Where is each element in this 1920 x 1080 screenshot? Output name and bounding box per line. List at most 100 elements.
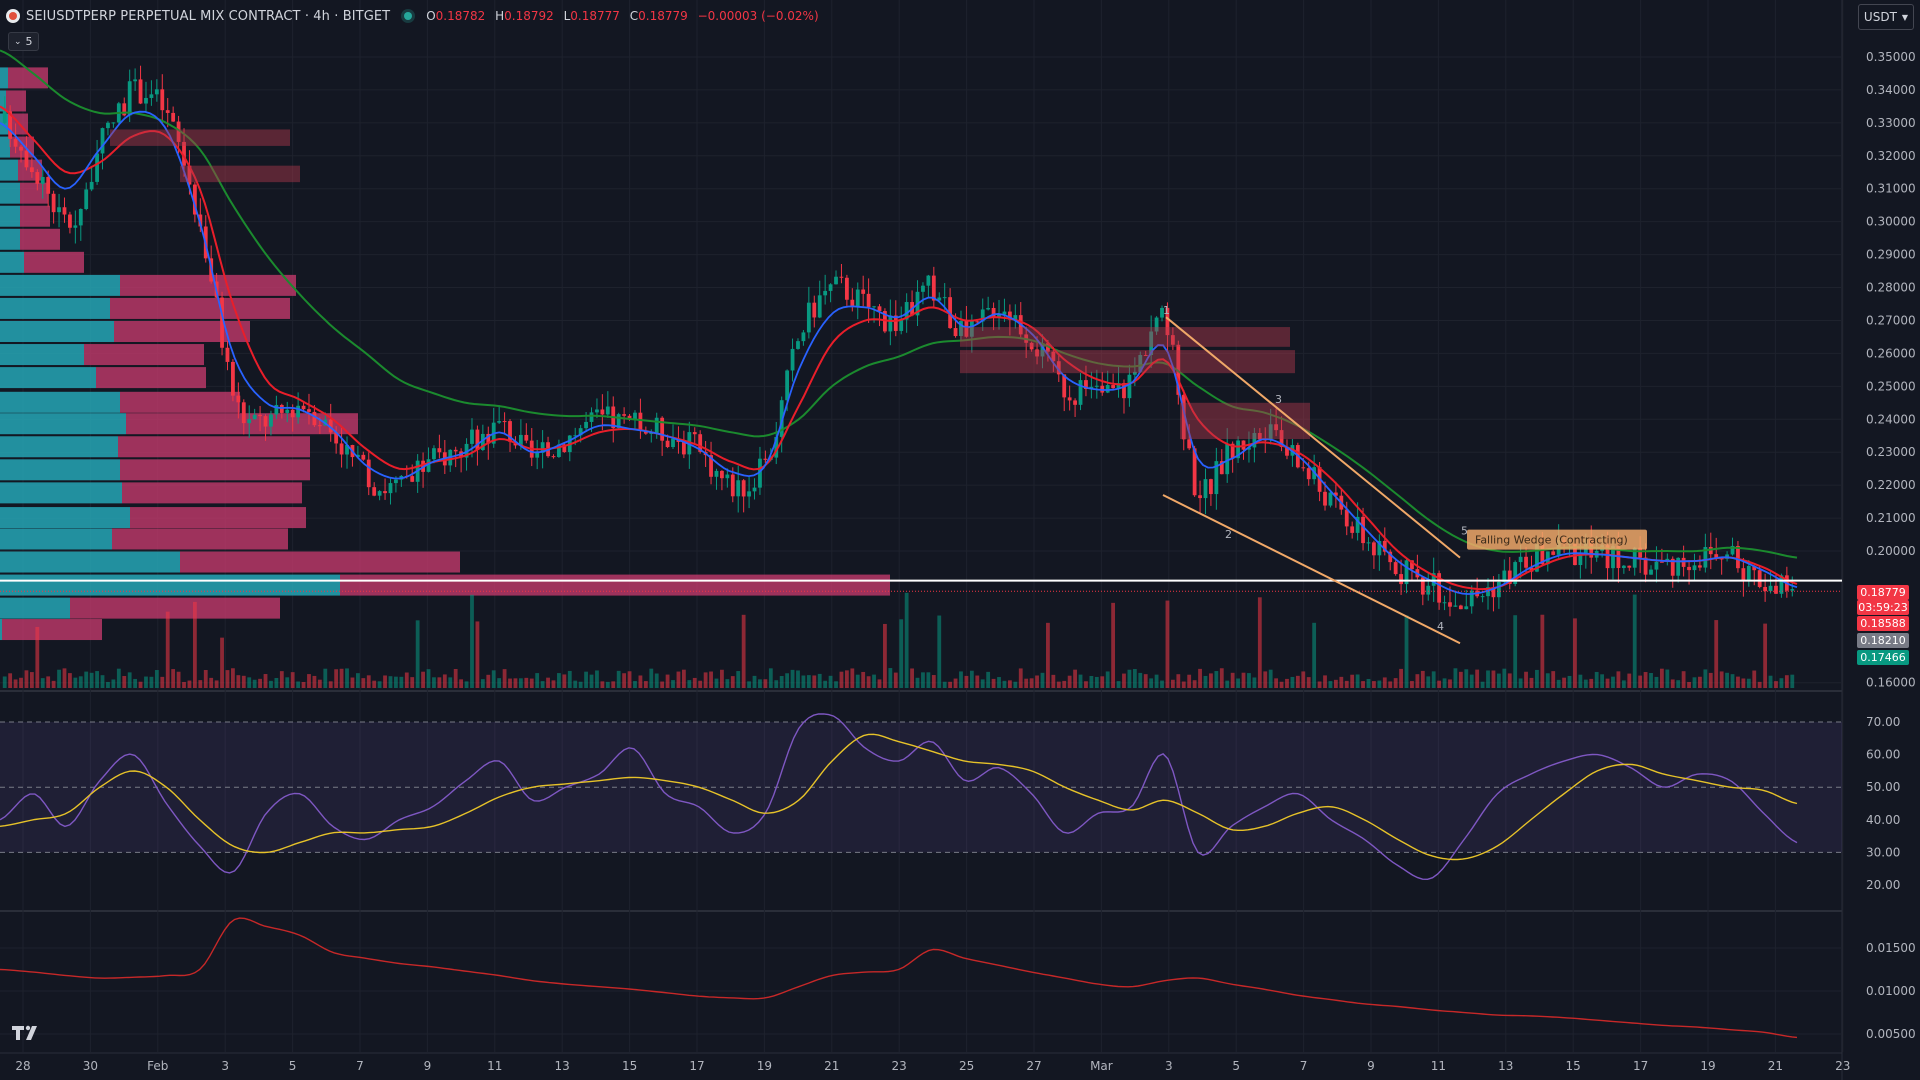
candle-body	[736, 480, 741, 497]
candle-body	[817, 295, 822, 318]
volume-bar	[1198, 668, 1202, 688]
price-tick-label: 0.24000	[1866, 412, 1916, 426]
volume-bar	[703, 672, 708, 688]
candle-body	[328, 419, 333, 433]
candle-body	[1225, 443, 1230, 475]
volume-bar	[421, 671, 425, 688]
candle-body	[1214, 461, 1219, 495]
volume-bar	[747, 681, 751, 688]
volume-bar	[546, 677, 550, 688]
candle-body	[1736, 545, 1740, 569]
candle-body	[1464, 606, 1469, 610]
candle-body	[1344, 509, 1349, 527]
volume-bar	[100, 675, 105, 688]
volume-bar	[714, 678, 719, 688]
candle-body	[573, 435, 578, 437]
volume-bar	[1540, 614, 1545, 688]
candle-body	[470, 429, 474, 444]
candle-body	[317, 425, 322, 427]
candle-body	[1491, 587, 1496, 598]
volume-bar	[763, 679, 768, 688]
currency-selector[interactable]: USDT ▼	[1858, 4, 1914, 30]
volume-bar	[1366, 678, 1371, 688]
volume-bar	[274, 678, 279, 688]
volume-bar	[415, 620, 420, 688]
volume-bar	[160, 676, 165, 688]
candle-body	[46, 176, 51, 194]
time-tick-label: 25	[959, 1059, 974, 1073]
candle-body	[1453, 605, 1458, 607]
volume-bar	[1556, 679, 1561, 688]
volume-profile-sell-bar	[20, 182, 48, 204]
volume-bar	[1784, 675, 1789, 688]
volume-bar	[910, 668, 914, 688]
volume-bar	[394, 676, 398, 688]
candle-body	[1741, 568, 1746, 582]
volume-bar	[1736, 676, 1740, 688]
volume-bar	[535, 673, 540, 688]
volume-bar	[1350, 674, 1355, 688]
volume-bar	[1323, 675, 1327, 688]
indicators-collapse-button[interactable]: ⌄ 5	[8, 32, 39, 51]
candle-body	[62, 207, 67, 215]
volume-bar	[790, 669, 795, 688]
rsi-tick-label: 70.00	[1866, 715, 1900, 729]
volume-bar	[366, 675, 371, 688]
volume-bar	[1589, 678, 1594, 688]
volume-bar	[231, 668, 235, 688]
candle-body	[1040, 343, 1045, 357]
candle-body	[437, 448, 442, 453]
candle-body	[557, 444, 561, 458]
volume-profile-sell-bar	[120, 274, 296, 296]
price-tick-label: 0.16000	[1866, 676, 1916, 690]
volume-bar	[524, 677, 529, 688]
candle-body	[133, 79, 138, 82]
symbol-title[interactable]: SEIUSDTPERP PERPETUAL MIX CONTRACT · 4h …	[26, 8, 391, 24]
volume-bar	[752, 675, 757, 688]
candle-body	[578, 428, 583, 436]
candle-body	[1779, 575, 1784, 594]
last-price-label: 0.18779	[1857, 585, 1909, 600]
time-tick-label: 23	[892, 1059, 907, 1073]
candle-body	[540, 442, 545, 453]
price-tick-label: 0.29000	[1866, 248, 1916, 262]
volume-profile-buy-bar	[0, 413, 126, 435]
volume-bar	[1382, 677, 1387, 688]
candle-body	[122, 103, 127, 116]
candle-body	[1257, 432, 1262, 440]
tradingview-logo-icon[interactable]	[10, 1022, 44, 1042]
volume-profile-buy-bar	[0, 113, 8, 135]
candle-body	[247, 419, 252, 424]
volume-bar	[969, 670, 974, 688]
rsi-ma-line	[0, 733, 1798, 861]
price-tick-label: 0.27000	[1866, 313, 1916, 327]
candle-body	[480, 433, 485, 450]
volume-bar	[122, 676, 127, 688]
price-tick-label: 0.22000	[1866, 478, 1916, 492]
volume-bar	[904, 592, 909, 688]
volume-profile-sell-bar	[122, 482, 302, 504]
candle-body	[361, 454, 366, 460]
candle-body	[1328, 492, 1333, 506]
candle-body	[269, 414, 273, 427]
time-tick-label: 7	[1300, 1059, 1308, 1073]
candle-body	[355, 454, 360, 458]
volume-bar	[975, 675, 980, 688]
volume-bar	[1486, 670, 1490, 688]
volume-bar	[633, 681, 637, 688]
volume-bar	[1453, 668, 1458, 688]
candle-body	[665, 440, 670, 448]
volume-bar	[779, 676, 784, 688]
ohlc-readout: O0.18782 H0.18792 L0.18777 C0.18779 −0.0…	[426, 9, 824, 23]
candle-body	[1420, 577, 1425, 595]
volume-bar	[1524, 671, 1528, 688]
volume-bar	[600, 681, 605, 688]
candle-body	[497, 421, 502, 423]
candle-body	[709, 455, 713, 477]
candle-body	[823, 290, 828, 296]
indicators-count: 5	[25, 35, 33, 48]
volume-bar	[921, 672, 925, 688]
candle-body	[13, 138, 18, 147]
candle-body	[866, 293, 871, 308]
